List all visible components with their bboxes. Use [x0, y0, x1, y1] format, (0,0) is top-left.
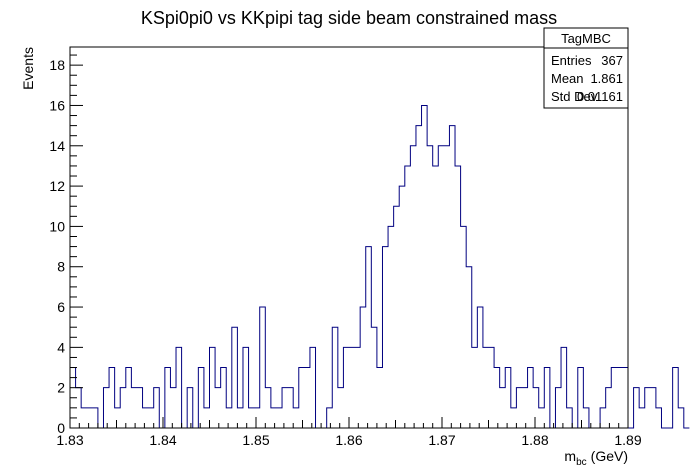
stats-entries-value: 367 — [601, 53, 623, 68]
x-axis-label-sub: bc — [576, 457, 587, 468]
x-tick-label: 1.88 — [521, 432, 548, 448]
x-tick-label: 1.84 — [149, 432, 176, 448]
tick-labels: 1.83 1.84 1.85 1.86 1.87 1.88 1.89 0 2 4 6 8 10 12 14 1… — [49, 57, 641, 448]
x-tick-label: 1.85 — [242, 432, 269, 448]
stats-mean-label: Mean — [551, 71, 584, 86]
x-tick-label: 1.89 — [614, 432, 641, 448]
stats-mean-value: 1.861 — [590, 71, 623, 86]
stats-box: TagMBC Entries 367 Mean 1.861 Std Dev 0.… — [543, 27, 629, 109]
histogram-line — [70, 104, 690, 429]
y-tick-label: 10 — [49, 218, 65, 234]
histogram-series — [70, 104, 690, 429]
y-axis-label: Events — [20, 47, 36, 90]
x-tick-label: 1.86 — [335, 432, 362, 448]
ticks — [69, 54, 629, 429]
y-tick-label: 12 — [49, 178, 65, 194]
stats-stddev-value: 0.01161 — [577, 89, 623, 104]
x-tick-label: 1.83 — [56, 432, 83, 448]
stats-box-frame — [543, 27, 629, 109]
stats-stddev-label: Std Dev — [551, 89, 598, 104]
x-axis-label-main: m — [564, 448, 576, 464]
y-tick-label: 18 — [49, 57, 65, 73]
chart-title: KSpi0pi0 vs KKpipi tag side beam constra… — [141, 8, 557, 28]
y-tick-label: 14 — [49, 138, 65, 154]
y-tick-label: 2 — [57, 380, 65, 396]
y-tick-label: 4 — [57, 339, 65, 355]
stats-entries-label: Entries — [551, 53, 592, 68]
stats-box-title: TagMBC — [561, 31, 611, 46]
x-tick-label: 1.87 — [428, 432, 455, 448]
x-axis-label-unit: (GeV) — [591, 448, 628, 464]
y-tick-label: 16 — [49, 97, 65, 113]
y-tick-label: 0 — [57, 420, 65, 436]
y-tick-label: 8 — [57, 259, 65, 275]
y-tick-label: 6 — [57, 299, 65, 315]
x-axis-label: mbc (GeV) — [564, 448, 628, 468]
